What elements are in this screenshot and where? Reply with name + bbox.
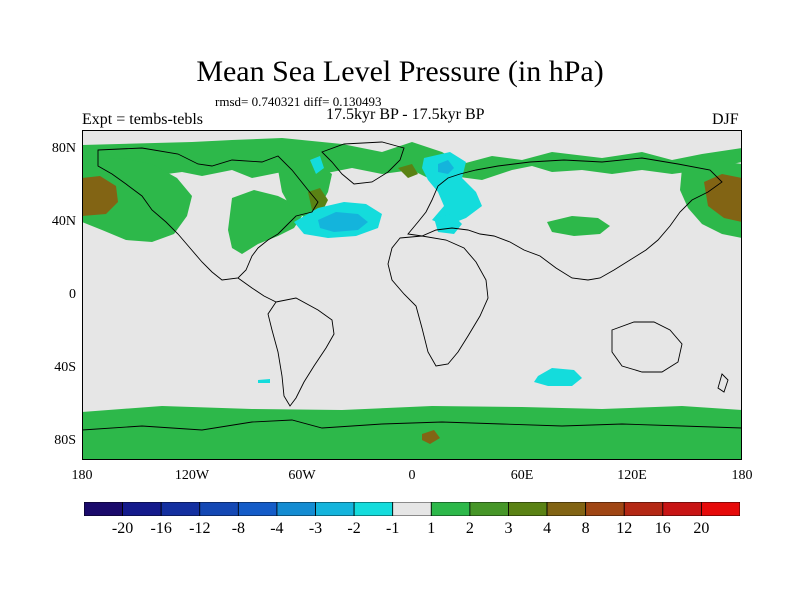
colorbar-label-7: -1 — [386, 520, 400, 537]
central-america-coast — [237, 277, 277, 303]
colorbar-label-15: 20 — [693, 520, 710, 537]
colorbar-swatch-9 — [430, 502, 471, 516]
colorbar-label-12: 8 — [581, 520, 590, 537]
scandinavia-negative-core — [438, 160, 454, 174]
southern-atlantic-negative-sliver — [258, 379, 270, 383]
north-pacific-east-core — [704, 174, 742, 222]
lon-tick-0: 0 — [408, 468, 416, 483]
north-pacific-west-core — [82, 176, 118, 216]
colorbar-label-0: -20 — [111, 520, 134, 537]
colorbar-swatch-10 — [469, 502, 509, 516]
colorbar-label-6: -2 — [347, 520, 361, 537]
colorbar-swatch-3 — [199, 502, 239, 516]
antarctica-coast — [82, 419, 742, 431]
colorbar-swatch-16 — [701, 502, 740, 516]
southern-indian-negative — [534, 368, 582, 386]
colorbar-swatch-6 — [315, 502, 355, 516]
colorbar-label-4: -4 — [270, 520, 284, 537]
colorbar-swatch-15 — [662, 502, 702, 516]
lat-tick-80s: 80S — [54, 433, 76, 448]
map-background-field — [82, 130, 742, 460]
colorbar-swatch-4 — [237, 502, 278, 516]
period-subtitle: 17.5kyr BP - 17.5kyr BP — [326, 106, 485, 123]
map-title: Mean Sea Level Pressure (in hPa) — [196, 55, 604, 88]
greenland-negative — [310, 156, 324, 174]
colorbar — [84, 502, 740, 516]
coastlines — [82, 141, 742, 431]
lon-tick-60e: 60E — [510, 468, 534, 483]
colorbar-swatch-1 — [122, 502, 162, 516]
colorbar-label-10: 3 — [504, 520, 513, 537]
lon-tick-180e: 180 — [731, 468, 753, 483]
colorbar-swatch-2 — [160, 502, 201, 516]
arctic-positive-region — [82, 138, 742, 180]
colorbar-swatch-12 — [546, 502, 587, 516]
north-atlantic-negative-core — [318, 212, 368, 232]
greenland-coast — [321, 141, 405, 185]
lon-tick-60w: 60W — [288, 468, 316, 483]
rmsd-diff-stats: rmsd= 0.740321 diff= 0.130493 — [215, 94, 382, 109]
lon-tick-120w: 120W — [174, 468, 210, 483]
antarctic-positive-band — [82, 406, 742, 460]
new-zealand-coast — [717, 373, 729, 393]
colorbar-label-9: 2 — [465, 520, 474, 537]
scandinavia-negative — [422, 152, 482, 226]
central-asia-positive — [547, 216, 610, 236]
pressure-difference-map — [82, 130, 742, 460]
colorbar-swatch-0 — [84, 502, 123, 516]
siberia-core — [398, 164, 418, 178]
lat-tick-80n: 80N — [51, 141, 76, 156]
colorbar-label-3: -8 — [231, 520, 246, 537]
colorbar-label-13: 12 — [616, 520, 633, 537]
lon-tick-120e: 120E — [617, 468, 647, 483]
colorbar-swatch-11 — [508, 502, 548, 516]
colorbar-swatch-5 — [276, 502, 316, 516]
colorbar-label-5: -3 — [308, 520, 323, 537]
antarctic-core — [422, 430, 440, 444]
colorbar-label-1: -16 — [150, 520, 172, 537]
lat-tick-40s: 40S — [54, 360, 76, 375]
colorbar-swatch-8 — [392, 502, 432, 516]
colorbar-swatch-7 — [353, 502, 394, 516]
lat-tick-40n: 40N — [51, 214, 76, 229]
map-frame — [82, 130, 742, 460]
south-america-coast — [267, 297, 335, 407]
colorbar-label-14: 16 — [654, 520, 671, 537]
africa-coast — [387, 235, 489, 367]
experiment-label: Expt = tembs-tebls — [82, 111, 204, 128]
season-label: DJF — [712, 111, 739, 128]
australia-coast — [611, 321, 683, 373]
colorbar-swatch-13 — [585, 502, 625, 516]
lon-tick-180w: 180 — [71, 468, 93, 483]
north-america-coast — [97, 147, 319, 281]
lat-tick-equator: 0 — [69, 287, 76, 302]
colorbar-label-11: 4 — [543, 520, 552, 537]
colorbar-label-8: 1 — [427, 520, 436, 537]
north-america-east-positive — [228, 190, 302, 254]
eurasia-coast — [407, 157, 723, 281]
colorbar-swatch-14 — [623, 502, 664, 516]
colorbar-label-2: -12 — [189, 520, 211, 537]
labrador-core — [308, 188, 328, 212]
